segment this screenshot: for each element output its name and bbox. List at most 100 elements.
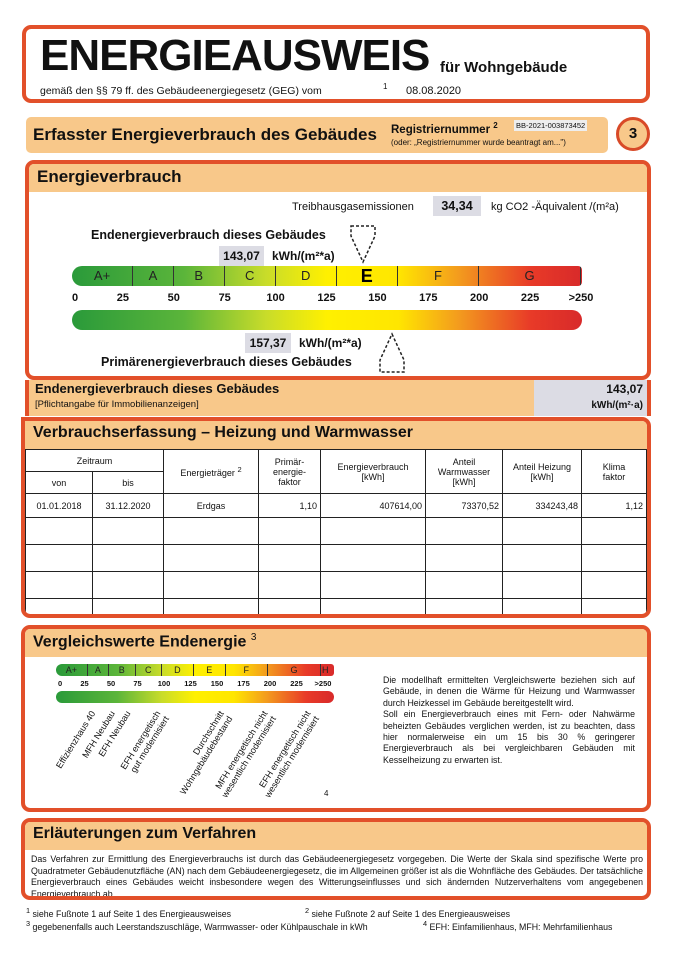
mandatory-value-box: 143,07 kWh/(m²·a) <box>534 380 647 416</box>
cell-empty <box>320 571 426 599</box>
mandatory-value: 143,07 <box>606 382 643 396</box>
cell-empty <box>581 598 647 614</box>
tick-label: 75 <box>218 292 231 304</box>
cell-empty <box>425 598 503 614</box>
comparison-header: Vergleichswerte Endenergie 3 <box>25 629 647 657</box>
cell-empty <box>258 598 321 614</box>
cell-empty <box>92 598 164 614</box>
legal-basis: gemäß den §§ 79 ff. des Gebäudeenergiege… <box>40 85 322 97</box>
cell-empty <box>581 571 647 599</box>
cell-climate: 1,12 <box>581 493 647 518</box>
footnote-1-text: siehe Fußnote 1 auf Seite 1 des Energiea… <box>32 908 232 919</box>
cell-empty <box>581 544 647 572</box>
mini-tick-label: 25 <box>80 679 89 688</box>
primary-energy-unit: kWh/(m²*a) <box>299 336 362 350</box>
mini-class-g: G <box>268 664 321 676</box>
scale-ticks: 0 25 50 75 100 125 150 175 200 225 >250 <box>29 292 647 306</box>
cell-carrier: Erdgas <box>163 493 259 518</box>
cell-empty <box>92 544 164 572</box>
class-f: F <box>398 266 480 286</box>
mini-tick-label: 200 <box>263 679 277 688</box>
cell-to: 31.12.2020 <box>92 493 164 518</box>
tick-label: 125 <box>317 292 336 304</box>
mini-tick-label: 175 <box>237 679 250 688</box>
mini-scale-ticks: 0 25 50 75 100 125 150 175 200 225 >250 <box>25 679 345 689</box>
cell-from: 01.01.2018 <box>25 493 93 518</box>
cell-empty <box>320 598 426 614</box>
consumption-table: Zeitraum Energieträger 2 Primär- energie… <box>25 449 647 614</box>
page-number-badge: 3 <box>616 117 650 151</box>
table-row: 01.01.2018 31.12.2020 Erdgas 1,10 407614… <box>25 493 647 518</box>
footnote-1-number: 1 <box>26 906 31 915</box>
cell-empty <box>425 517 503 545</box>
col-carrier-text: Energieträger <box>180 468 235 478</box>
cell-empty <box>320 544 426 572</box>
footnote-4-text: EFH: Einfamilienhaus, MFH: Mehrfamilienh… <box>429 921 613 932</box>
document-subtitle: für Wohngebäude <box>440 59 568 76</box>
section-bar: Erfasster Energieverbrauch des Gebäudes … <box>26 117 608 153</box>
explanation-box: Erläuterungen zum Verfahren Das Verfahre… <box>21 818 651 900</box>
final-energy-arrow-icon <box>350 225 377 264</box>
footnote-3-text: gegebenenfalls auch Leerstandszuschläge,… <box>32 921 368 932</box>
cell-empty <box>258 544 321 572</box>
comparison-box: Vergleichswerte Endenergie 3 A+ A B C D E F G H … <box>21 625 651 812</box>
table-row-empty <box>25 598 647 614</box>
class-e: E <box>337 266 398 286</box>
energy-consumption-box: Energieverbrauch Treibhausgasemissionen … <box>25 160 651 380</box>
mini-tick-label: 75 <box>133 679 142 688</box>
cell-empty <box>425 544 503 572</box>
mandatory-note: [Pflichtangabe für Immobilienanzeigen] <box>35 399 199 410</box>
primary-energy-label: Primärenergieverbrauch dieses Gebäudes <box>101 355 352 369</box>
comparison-sup: 3 <box>250 632 257 643</box>
class-h: H <box>581 266 582 286</box>
mandatory-unit: kWh/(m²·a) <box>591 400 643 411</box>
tick-label: 0 <box>72 292 79 304</box>
cell-empty <box>581 517 647 545</box>
mini-class-d: D <box>162 664 194 676</box>
cell-empty <box>502 598 582 614</box>
col-period: Zeitraum <box>25 449 164 472</box>
footnote-3-number: 3 <box>26 919 31 928</box>
tick-label: 175 <box>419 292 438 304</box>
col-climate: Klima faktor <box>581 449 647 494</box>
table-row-empty <box>25 517 647 545</box>
mini-class-c: C <box>136 664 162 676</box>
registration-sup: 2 <box>493 121 498 130</box>
final-energy-unit: kWh/(m²*a) <box>272 249 335 263</box>
tick-label: 225 <box>520 292 540 304</box>
tick-label: 25 <box>116 292 130 304</box>
mini-class-b: B <box>109 664 136 676</box>
final-energy-label: Endenergieverbrauch dieses Gebäudes <box>91 228 326 242</box>
energy-header: Energieverbrauch <box>29 164 647 192</box>
mini-class-a-plus: A+ <box>56 664 88 676</box>
class-a: A <box>133 266 174 286</box>
cell-empty <box>92 571 164 599</box>
cell-empty <box>163 598 259 614</box>
footnote-2-text: siehe Fußnote 2 auf Seite 1 des Energiea… <box>311 908 511 919</box>
table-row-empty <box>25 544 647 572</box>
ghg-value: 34,34 <box>433 196 481 216</box>
consumption-header: Verbrauchserfassung – Heizung und Warmwa… <box>25 421 647 449</box>
mini-tick-label: 150 <box>210 679 224 688</box>
mini-tick-label: 50 <box>106 679 116 688</box>
mini-tick-label: >250 <box>314 679 332 688</box>
class-b: B <box>174 266 225 286</box>
ghg-unit: kg CO2 -Äquivalent /(m²a) <box>491 201 619 213</box>
col-carrier: Energieträger 2 <box>163 449 259 494</box>
mini-class-e: E <box>194 664 226 676</box>
mandatory-info-row: Endenergieverbrauch dieses Gebäudes [Pfl… <box>25 380 651 416</box>
cell-empty <box>258 571 321 599</box>
comparison-text: Die modellhaft ermittelten Vergleichswer… <box>383 675 635 765</box>
cell-warmwater: 73370,52 <box>425 493 503 518</box>
footnote-2-number: 2 <box>305 906 310 915</box>
col-heating: Anteil Heizung [kWh] <box>502 449 582 494</box>
cell-pef: 1,10 <box>258 493 321 518</box>
mandatory-title: Endenergieverbrauch dieses Gebäudes <box>35 381 280 396</box>
document-title: ENERGIEAUSWEIS <box>40 31 430 80</box>
cell-empty <box>25 598 93 614</box>
cell-empty <box>502 517 582 545</box>
explanation-header: Erläuterungen zum Verfahren <box>25 822 647 850</box>
registration-number: BB-2021-003873452 <box>514 120 588 131</box>
class-g: G <box>479 266 581 286</box>
